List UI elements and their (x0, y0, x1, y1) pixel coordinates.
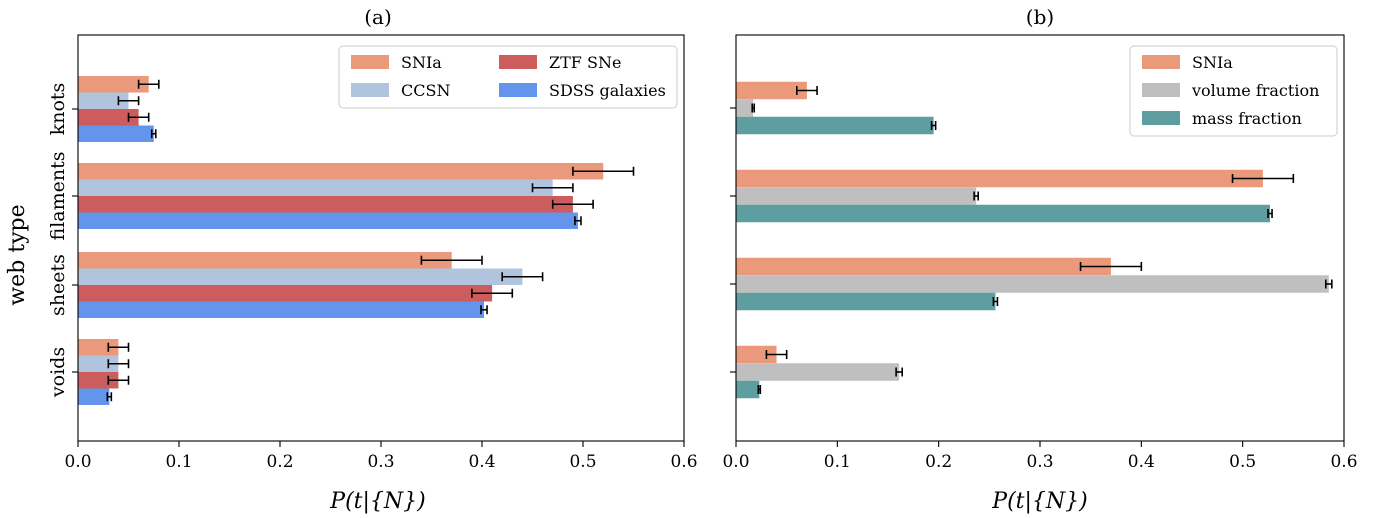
panel-b-bar-mass-fraction-voids (736, 380, 760, 399)
panel-a-legend-swatch-snia (351, 55, 389, 69)
panel-a-errorbar-sdss-galaxies-knots (150, 129, 157, 139)
panel-b-legend-swatch-snia (1142, 55, 1180, 69)
panel-a-errorbar-sdss-galaxies-sheets (480, 305, 488, 315)
panel-b-errorbar-mass-fraction-sheets (992, 297, 999, 306)
panel-a-legend-swatch-ccsn (351, 83, 389, 97)
panel-b-errorbar-mass-fraction-knots (930, 121, 937, 130)
panel-b-xtick-label: 0.0 (722, 452, 749, 472)
panel-a-bar-sdss-galaxies-sheets (78, 301, 485, 318)
panel-a-bar-ztf-sne-knots (78, 109, 139, 126)
panel-a-bar-ztf-sne-filaments (78, 196, 573, 213)
panel-a-title: (a) (364, 5, 392, 29)
panel-b-xtick-label: 0.5 (1229, 452, 1256, 472)
panel-a-xtick-label: 0.6 (670, 452, 697, 472)
panel-b-bar-snia-filaments (736, 169, 1263, 188)
panel-a-errorbar-ztf-sne-sheets (471, 288, 514, 298)
panel-b-errorbar-snia-voids (765, 350, 788, 359)
panel-a-errorbar-snia-filaments (572, 166, 635, 176)
panel-a-errorbar-ztf-sne-voids (107, 375, 130, 385)
panel-a-chart: (a) P(t|{N}) web type 0.0 0.1 0.2 0.3 0.4 0.5… (5, 5, 698, 514)
panel-a-bar-snia-knots (78, 76, 149, 93)
panel-b-chart: (b) P(t|{N}) 0.0 0.1 0.2 0.3 0.4 0.5 0.6 SNIa vo… (722, 5, 1357, 514)
panel-a-ytick-label-filaments: filaments (47, 152, 69, 241)
panel-a-errorbar-ztf-sne-knots (127, 112, 150, 122)
panel-b-errorbar-volume-fraction-sheets (1324, 279, 1333, 289)
panel-b-xtick-label: 0.4 (1128, 452, 1155, 472)
panel-b-errorbar-volume-fraction-filaments (973, 191, 979, 201)
panel-a-errorbar-ccsn-voids (107, 359, 130, 369)
panel-a-legend-label-ccsn: CCSN (401, 81, 450, 100)
panel-b-errorbar-volume-fraction-knots (751, 103, 756, 113)
panel-b-bar-volume-fraction-filaments (736, 187, 977, 205)
panel-b-bar-volume-fraction-knots (736, 99, 754, 117)
panel-b-xtick-label: 0.1 (824, 452, 851, 472)
panel-a-errorbar-snia-knots (137, 79, 160, 89)
panel-b-legend-label-volume-fraction: volume fraction (1191, 81, 1319, 100)
panel-a-xtick-label: 0.5 (569, 452, 596, 472)
panel-b-xtick-label: 0.3 (1026, 452, 1053, 472)
panel-a-xtick-label: 0.4 (468, 452, 495, 472)
panel-b-xtick-label: 0.6 (1330, 452, 1357, 472)
panel-a-xlabel: P(t|{N}) (329, 489, 425, 514)
panel-b-legend (1129, 45, 1338, 137)
panel-b-legend-swatch-mass-fraction (1142, 111, 1180, 125)
panel-a-xtick-label: 0.2 (266, 452, 293, 472)
panel-a-legend-label-snia: SNIa (401, 53, 442, 72)
panel-a-ytick-label-voids: voids (47, 347, 69, 398)
panel-b-xlabel: P(t|{N}) (991, 489, 1087, 514)
panel-a-errorbar-sdss-galaxies-voids (106, 392, 113, 402)
panel-a-errorbar-ccsn-sheets (501, 272, 544, 282)
panel-a-legend (338, 45, 678, 109)
panel-a-ylabel: web type (5, 204, 30, 305)
panel-a-xtick-label: 0.0 (64, 452, 91, 472)
panel-b-xtick-label: 0.2 (925, 452, 952, 472)
panel-b-legend-swatch-volume-fraction (1142, 83, 1180, 97)
panel-b-errorbar-snia-filaments (1231, 174, 1295, 183)
panel-a-bar-ccsn-filaments (78, 179, 553, 196)
panel-a-errorbar-ccsn-knots (117, 96, 140, 106)
panel-b-bar-volume-fraction-voids (736, 363, 900, 381)
panel-b-errorbar-snia-sheets (1079, 262, 1143, 271)
panel-b-errorbar-snia-knots (795, 86, 818, 95)
panel-a-bar-ztf-sne-sheets (78, 285, 493, 302)
panel-a-xtick-label: 0.1 (165, 452, 192, 472)
panel-a-ytick-label-knots: knots (47, 83, 69, 136)
panel-a-bar-sdss-galaxies-knots (78, 125, 154, 142)
panel-a-bar-sdss-galaxies-filaments (78, 212, 578, 229)
panel-b-bar-volume-fraction-sheets (736, 275, 1329, 293)
panel-a-bar-ccsn-sheets (78, 268, 523, 285)
panel-a-errorbar-sdss-galaxies-filaments (574, 216, 582, 226)
panel-b-bar-mass-fraction-knots (736, 116, 934, 135)
panel-b-bar-snia-knots (736, 81, 807, 100)
panel-b-bar-mass-fraction-filaments (736, 204, 1271, 223)
panel-b-errorbar-mass-fraction-voids (757, 385, 762, 394)
panel-a-bar-snia-sheets (78, 252, 452, 269)
panel-a-errorbar-ztf-sne-filaments (551, 199, 594, 209)
panel-a-errorbar-snia-sheets (420, 255, 483, 265)
panel-a-errorbar-snia-voids (107, 342, 130, 352)
panel-a-bar-ccsn-knots (78, 92, 129, 109)
panel-b-bar-snia-sheets (736, 257, 1111, 276)
panel-a-bar-snia-filaments (78, 163, 604, 180)
panel-b-errorbar-mass-fraction-filaments (1267, 209, 1273, 218)
panel-a-legend-label-ztf-sne: ZTF SNe (549, 53, 621, 72)
panel-b-title: (b) (1026, 5, 1054, 29)
panel-a-xtick-label: 0.3 (367, 452, 394, 472)
panel-a-legend-swatch-ztf-sne (499, 55, 537, 69)
panel-b-bar-mass-fraction-sheets (736, 292, 996, 311)
panel-a-ytick-label-sheets: sheets (47, 254, 69, 316)
panel-a-bar-sdss-galaxies-voids (78, 388, 110, 405)
panel-a-legend-swatch-sdss-galaxies (499, 83, 537, 97)
panel-b-legend-label-snia: SNIa (1192, 53, 1233, 72)
panel-a-errorbar-ccsn-filaments (531, 183, 574, 193)
panel-a-legend-label-sdss-galaxies: SDSS galaxies (549, 81, 666, 100)
panel-b-errorbar-volume-fraction-voids (895, 367, 903, 377)
panel-b-legend-label-mass-fraction: mass fraction (1192, 109, 1302, 128)
